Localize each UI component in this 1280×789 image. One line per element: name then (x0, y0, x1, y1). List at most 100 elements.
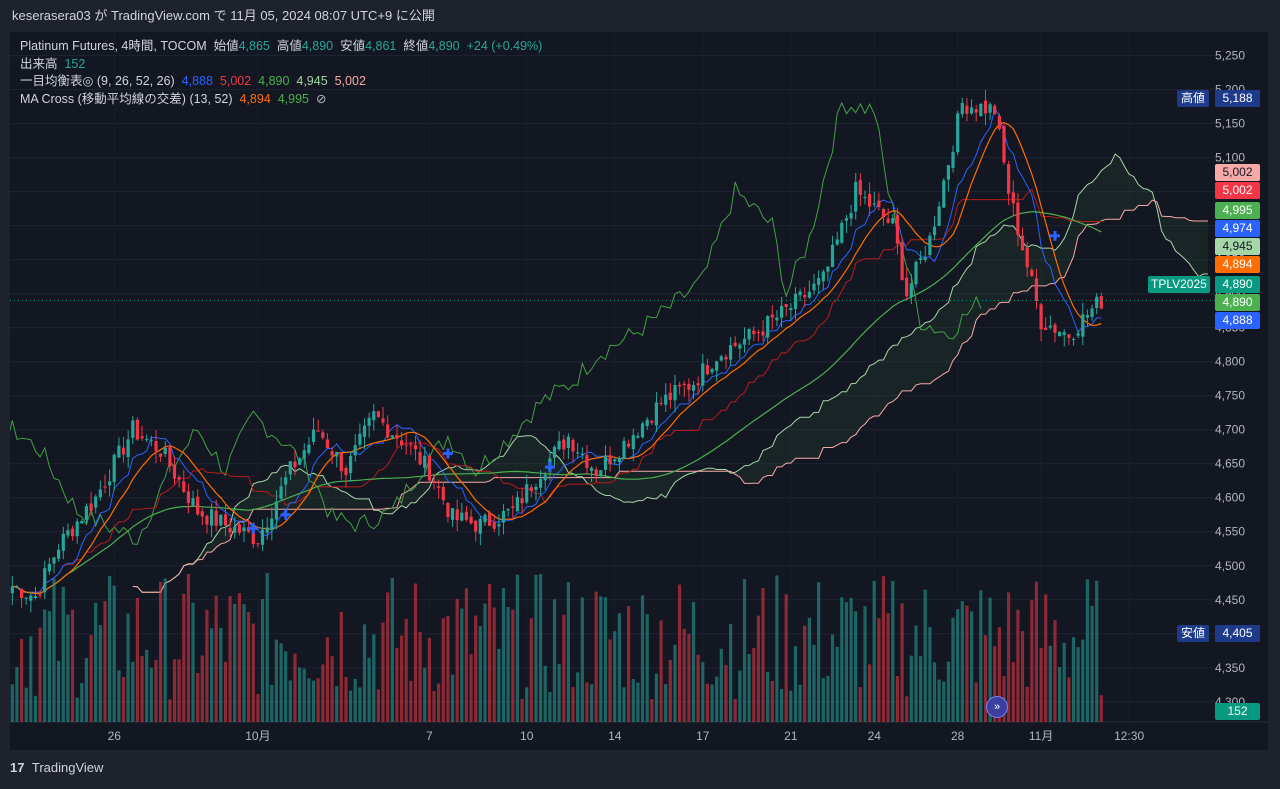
volume-bar (640, 595, 645, 722)
candle-body (325, 439, 329, 449)
price-tag: 4,888 (1215, 312, 1260, 329)
ichimoku-chikou: 4,890 (258, 74, 290, 88)
volume-bar (552, 599, 557, 722)
candle-body (367, 417, 371, 426)
volume-bar (599, 596, 603, 722)
candle-body (766, 316, 770, 338)
candle-body (1081, 314, 1085, 337)
volume-bar (909, 655, 913, 722)
volume-bar (895, 676, 899, 722)
candle-body (844, 218, 848, 221)
volume-bar (20, 639, 24, 722)
volume-bar (112, 585, 116, 722)
symbol-name[interactable]: Platinum Futures, 4時間, TOCOM (20, 39, 207, 53)
candle-body (376, 411, 380, 418)
ichimoku-span-a: 4,945 (296, 74, 328, 88)
hidden-icon[interactable]: ⊘ (315, 91, 327, 106)
volume-bar (1025, 686, 1029, 722)
candle-body (182, 481, 186, 492)
volume-bar (98, 625, 102, 722)
volume-bar (997, 627, 1001, 722)
volume-bar (298, 667, 302, 722)
x-tick-label: 14 (608, 729, 622, 743)
candle-body (627, 443, 631, 447)
volume-bar (877, 618, 881, 722)
volume-bar (729, 624, 733, 722)
candle-body (539, 479, 543, 488)
ichimoku-label[interactable]: 一目均衡表◎ (9, 26, 52, 26) (20, 74, 175, 88)
go-to-realtime-button[interactable]: » (986, 696, 1008, 718)
tradingview-logo-icon[interactable]: 17 (10, 760, 25, 775)
volume-bar (1044, 594, 1048, 722)
candle-body (441, 487, 445, 501)
volume-bar (603, 597, 608, 722)
candle-body (835, 239, 839, 245)
candle-body (256, 543, 260, 545)
candle-body (1044, 327, 1048, 331)
x-tick-label: 24 (868, 729, 882, 743)
chart-canvas[interactable]: 5,2505,2005,1505,1005,0505,0004,9504,900… (10, 32, 1268, 750)
candle-body (70, 528, 75, 537)
y-tick-label: 4,350 (1215, 661, 1245, 675)
candle-body (747, 328, 751, 340)
volume-label[interactable]: 出来高 (20, 56, 58, 71)
volume-bar (492, 607, 496, 722)
candle-body (877, 200, 881, 208)
high-marker-label: 高値 (1177, 90, 1210, 107)
candle-body (784, 304, 788, 307)
candle-body (617, 458, 621, 462)
candle-body (1025, 247, 1029, 268)
volume-bar (1090, 605, 1094, 722)
candle-body (520, 498, 524, 504)
volume-bar (321, 664, 325, 722)
volume-bar (437, 683, 441, 722)
candle-body (868, 193, 872, 207)
volume-bar (432, 691, 436, 722)
volume-bar (780, 688, 784, 722)
volume-bar (520, 698, 524, 722)
volume-bar (1071, 637, 1076, 722)
volume-bar (381, 622, 385, 722)
volume-bar (580, 597, 584, 722)
volume-bar (10, 684, 14, 722)
tradingview-brand[interactable]: TradingView (31, 760, 104, 775)
volume-bar (919, 656, 923, 722)
candle-body (965, 105, 969, 114)
volume-bar (353, 678, 357, 722)
volume-bar (756, 615, 760, 722)
ma-cross-label[interactable]: MA Cross (移動平均線の交差) (13, 52) (20, 91, 233, 106)
volume-bar (937, 679, 941, 722)
chart-pane[interactable]: 5,2505,2005,1505,1005,0505,0004,9504,900… (10, 32, 1268, 750)
volume-bar (1085, 579, 1089, 722)
y-tick-label: 5,250 (1215, 49, 1245, 63)
volume-bar (664, 684, 668, 722)
volume-bar (279, 643, 283, 722)
candle-body (478, 519, 482, 534)
candle-body (858, 180, 862, 195)
candle-body (311, 429, 316, 442)
ichimoku-tenkan-line (12, 107, 1102, 593)
candle-body (1085, 315, 1089, 318)
candle-body (951, 151, 955, 168)
chart-legend: Platinum Futures, 4時間, TOCOM 始値4,865 高値4… (20, 38, 542, 108)
open-value: 4,865 (238, 39, 270, 53)
candle-body (691, 385, 696, 391)
volume-bar (576, 672, 580, 722)
price-tag: 5,002 (1215, 182, 1260, 199)
volume-bar (450, 674, 455, 722)
candle-body (752, 330, 756, 334)
volume-bar (715, 676, 719, 722)
volume-bar (821, 678, 825, 722)
candle-body (121, 447, 126, 455)
candle-body (483, 514, 487, 523)
ichimoku-span-b: 5,002 (334, 74, 366, 88)
volume-bar (993, 646, 997, 722)
x-tick-label: 12:30 (1114, 729, 1144, 743)
candle-body (33, 596, 38, 598)
ma-fast-line (12, 121, 1102, 595)
candle-body (543, 474, 547, 481)
candle-body (960, 102, 964, 115)
candle-body (20, 588, 24, 598)
candle-body (75, 521, 79, 537)
candle-body (900, 242, 904, 281)
